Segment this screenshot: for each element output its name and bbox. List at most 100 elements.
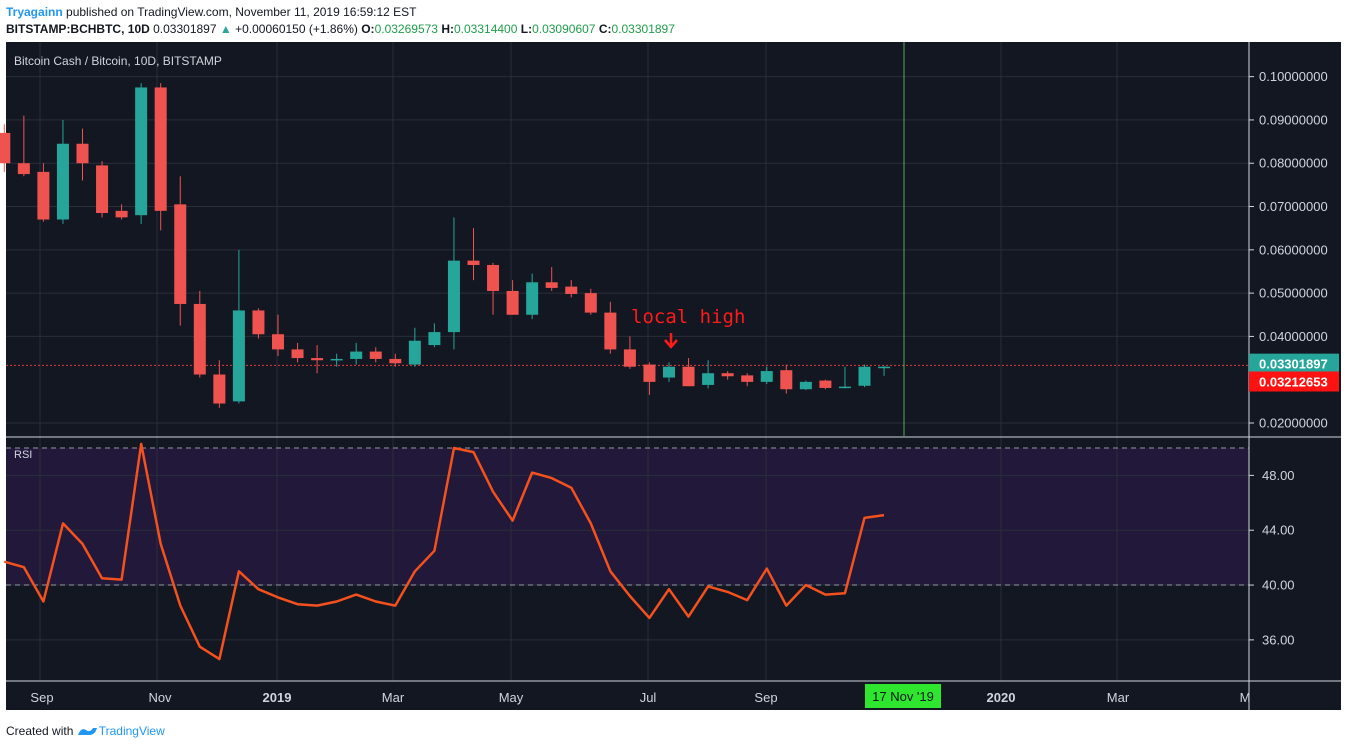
candle-body (682, 366, 695, 387)
candle-down (467, 228, 480, 281)
close-label: C: (598, 22, 612, 36)
annotation-local-high: local high (631, 306, 745, 328)
candle-down (154, 83, 167, 231)
chart-header: Tryagainn published on TradingView.com, … (6, 4, 1336, 40)
candle-down (623, 336, 636, 369)
candle-body (741, 375, 754, 382)
rsi-tick-label: 44.00 (1262, 523, 1295, 538)
open-label: O: (361, 22, 375, 36)
rsi-line (3, 442, 885, 661)
tradingview-brand[interactable]: TradingView (98, 724, 165, 738)
candle-body (604, 312, 617, 350)
publish-line: Tryagainn published on TradingView.com, … (6, 4, 1336, 21)
candle-down (584, 288, 597, 315)
low-value: 0.03090607 (532, 22, 596, 36)
candle-down (291, 342, 304, 363)
time-tick-label: Mar (382, 690, 405, 705)
price-tick-label: 0.02000000 (1259, 416, 1328, 431)
price-badge-bg (1249, 353, 1339, 374)
candle-down (369, 347, 382, 363)
rsi-axis[interactable]: 48.00 44.00 40.00 36.00 (1249, 468, 1295, 647)
up-arrow-icon: ▲ (219, 22, 232, 36)
time-tick-label: Jul (640, 690, 657, 705)
price-badge-label: 0.03212653 (1259, 375, 1328, 390)
candle-body (232, 310, 245, 402)
candle-body (721, 373, 734, 377)
candle-body (154, 87, 167, 211)
candle-body (584, 293, 597, 313)
created-with-text: Created with (6, 724, 74, 738)
candle-body (545, 282, 558, 288)
candle-down (174, 176, 187, 326)
candle-body (0, 132, 11, 164)
price-tick-label: 0.10000000 (1259, 69, 1328, 84)
time-axis[interactable]: Sep Nov 2019 Mar May Jul Sep 2020 Mar M (30, 690, 1250, 705)
author-link[interactable]: Tryagainn (6, 5, 63, 19)
candle-up (350, 342, 363, 365)
candle-down (0, 124, 11, 172)
price-tick-label: 0.05000000 (1259, 286, 1328, 301)
price-tick-label: 0.09000000 (1259, 112, 1328, 127)
candle-body (291, 349, 304, 359)
open-value: 0.03269573 (374, 22, 438, 36)
candle-up (428, 323, 441, 348)
candle-up (330, 353, 343, 367)
candle-body (213, 374, 226, 404)
candle-down (487, 262, 500, 315)
candle-up (838, 366, 851, 389)
candle-body (702, 373, 715, 385)
candle-body (447, 260, 460, 333)
candle-down (604, 301, 617, 354)
time-tick-label: Sep (754, 690, 777, 705)
candle-body (467, 260, 480, 265)
grid-lines (6, 42, 1249, 681)
date-badge-label: 17 Nov '19 (872, 689, 934, 704)
candle-body (193, 303, 206, 375)
tradingview-logo-icon (77, 725, 99, 740)
candle-up (663, 362, 675, 382)
price-tick-label: 0.08000000 (1259, 156, 1328, 171)
price-badges: 0.03301897 0.03212653 (1249, 353, 1339, 392)
candle-body (115, 210, 128, 218)
candle-up (878, 365, 891, 376)
price-badge-bg (1249, 371, 1339, 392)
candle-body (37, 171, 50, 220)
price-badge-down: 0.03212653 (1249, 371, 1339, 392)
candle-body (819, 380, 832, 388)
candle-body (487, 264, 500, 291)
candle-down (389, 353, 402, 367)
date-badge-bg (865, 684, 941, 708)
candle-down (252, 308, 265, 339)
candle-up (799, 380, 812, 391)
rsi-tick-label: 48.00 (1262, 468, 1295, 483)
symbol-name: BITSTAMP:BCHBTC, 10D (6, 22, 150, 36)
candle-body (252, 310, 265, 335)
candle-body (96, 165, 109, 214)
annotation-arrow-icon (664, 333, 678, 349)
footer: Created with TradingView (6, 724, 165, 740)
candle-down (213, 360, 226, 408)
candlestick-series (0, 83, 891, 408)
candle-down (780, 364, 793, 394)
symbol-line: BITSTAMP:BCHBTC, 10D 0.03301897 ▲ +0.000… (6, 21, 1336, 38)
candle-body (780, 370, 793, 390)
candle-body (389, 358, 402, 364)
price-change: +0.00060150 (+1.86%) (235, 22, 358, 36)
price-axis[interactable]: 0.10000000 0.09000000 0.08000000 0.07000000… (1249, 69, 1328, 431)
price-tick-label: 0.04000000 (1259, 329, 1328, 344)
candle-up (135, 83, 148, 224)
candle-down (115, 204, 128, 220)
candle-down (741, 373, 754, 387)
candle-body (428, 332, 441, 346)
published-text: published on TradingView.com, November 1… (66, 5, 417, 19)
candle-down (643, 362, 656, 395)
candle-body (135, 87, 148, 216)
candle-up (760, 366, 773, 385)
candle-body (838, 386, 851, 389)
candle-body (506, 290, 519, 315)
candle-body (663, 366, 675, 378)
time-tick-label: 2020 (987, 690, 1016, 705)
candle-down (311, 345, 324, 374)
price-tick-label: 0.06000000 (1259, 242, 1328, 257)
